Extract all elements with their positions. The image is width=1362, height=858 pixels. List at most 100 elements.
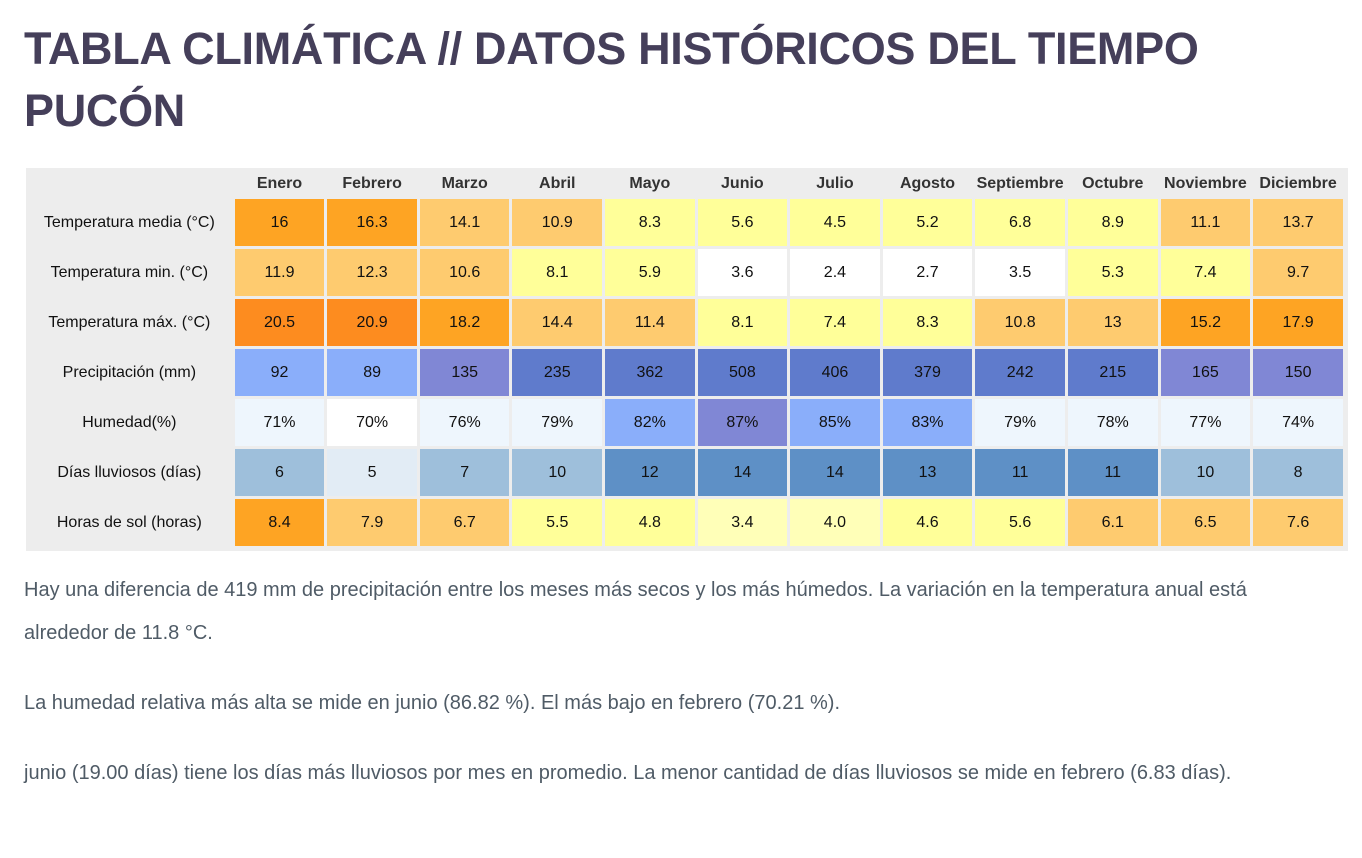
value-cell: 15.2 (1160, 299, 1251, 346)
table-header-row: Enero Febrero Marzo Abril Mayo Junio Julio Agos… (27, 171, 1343, 196)
value-cell: 8.3 (882, 299, 973, 346)
month-header: Julio (816, 174, 854, 192)
value-cell: 79% (512, 399, 603, 446)
table-row: Humedad(%) 71% 70% 76% 79% 82% 87% 85% 83% 79% 78%… (27, 399, 1343, 446)
value-cell: 16.3 (327, 199, 417, 246)
value-cell: 11.1 (1160, 199, 1251, 246)
value-cell: 71% (234, 399, 325, 446)
value-cell: 3.4 (697, 499, 788, 546)
value-cell: 5.2 (882, 199, 973, 246)
month-header: Febrero (342, 174, 402, 192)
precipitation-summary: Hay una diferencia de 419 mm de precipit… (24, 579, 1247, 644)
row-label: Humedad(%) (82, 413, 177, 431)
value-cell: 70% (327, 399, 417, 446)
row-label: Temperatura media (°C) (43, 213, 215, 231)
month-header: Agosto (899, 174, 956, 192)
month-header: Marzo (441, 174, 488, 192)
month-header: Septiembre (976, 174, 1064, 192)
value-cell: 13 (882, 449, 973, 496)
value-cell: 77% (1160, 399, 1251, 446)
value-cell: 150 (1253, 349, 1343, 396)
value-cell: 10.9 (512, 199, 603, 246)
value-cell: 242 (975, 349, 1065, 396)
value-cell: 215 (1067, 349, 1158, 396)
value-cell: 6.5 (1160, 499, 1251, 546)
value-cell: 8.1 (512, 249, 603, 296)
value-cell: 12.3 (327, 249, 417, 296)
value-cell: 8.1 (697, 299, 788, 346)
table-row: Horas de sol (horas) 8.4 7.9 6.7 5.5 4.8 3.4 4.… (27, 499, 1343, 546)
climate-table: Enero Febrero Marzo Abril Mayo Junio Julio Agos… (24, 168, 1346, 549)
value-cell: 5 (327, 449, 417, 496)
value-cell: 362 (605, 349, 695, 396)
value-cell: 74% (1253, 399, 1343, 446)
value-cell: 18.2 (419, 299, 510, 346)
climate-table-container: Enero Febrero Marzo Abril Mayo Junio Julio Agos… (26, 168, 1348, 551)
title-line-1: TABLA CLIMÁTICA // DATOS HISTÓRICOS DEL … (24, 23, 1199, 74)
value-cell: 5.6 (975, 499, 1065, 546)
value-cell: 7.9 (327, 499, 417, 546)
value-cell: 2.4 (790, 249, 880, 296)
value-cell: 5.5 (512, 499, 603, 546)
month-header: Junio (721, 174, 764, 192)
value-cell: 7 (419, 449, 510, 496)
value-cell: 7.4 (1160, 249, 1251, 296)
value-cell: 8 (1253, 449, 1343, 496)
value-cell: 235 (512, 349, 603, 396)
value-cell: 13.7 (1253, 199, 1343, 246)
value-cell: 11 (975, 449, 1065, 496)
value-cell: 11.4 (605, 299, 695, 346)
value-cell: 6 (234, 449, 325, 496)
month-header: Enero (256, 174, 303, 192)
value-cell: 14.1 (419, 199, 510, 246)
value-cell: 4.6 (882, 499, 973, 546)
value-cell: 5.3 (1067, 249, 1158, 296)
table-row: Temperatura máx. (°C) 20.5 20.9 18.2 14.4 11.… (27, 299, 1343, 346)
value-cell: 14 (790, 449, 880, 496)
value-cell: 16 (234, 199, 325, 246)
value-cell: 89 (327, 349, 417, 396)
value-cell: 165 (1160, 349, 1251, 396)
month-header: Octubre (1082, 174, 1144, 192)
value-cell: 10 (512, 449, 603, 496)
value-cell: 135 (419, 349, 510, 396)
value-cell: 2.7 (882, 249, 973, 296)
value-cell: 379 (882, 349, 973, 396)
value-cell: 87% (697, 399, 788, 446)
month-header: Mayo (629, 174, 671, 192)
value-cell: 6.8 (975, 199, 1065, 246)
month-header: Noviembre (1164, 174, 1247, 192)
humidity-summary: La humedad relativa más alta se mide en … (24, 692, 840, 714)
value-cell: 85% (790, 399, 880, 446)
value-cell: 92 (234, 349, 325, 396)
value-cell: 11.9 (234, 249, 325, 296)
value-cell: 4.5 (790, 199, 880, 246)
value-cell: 8.4 (234, 499, 325, 546)
value-cell: 79% (975, 399, 1065, 446)
row-label: Horas de sol (horas) (56, 513, 202, 531)
value-cell: 82% (605, 399, 695, 446)
value-cell: 7.4 (790, 299, 880, 346)
row-label: Temperatura máx. (°C) (48, 313, 211, 331)
value-cell: 4.8 (605, 499, 695, 546)
corner-cell (27, 171, 232, 196)
value-cell: 11 (1067, 449, 1158, 496)
table-row: Temperatura media (°C) 16 16.3 14.1 10.9 8.3 5… (27, 199, 1343, 246)
table-row: Temperatura min. (°C) 11.9 12.3 10.6 8.1 5.9 3… (27, 249, 1343, 296)
value-cell: 20.5 (234, 299, 325, 346)
month-header: Abril (539, 174, 576, 192)
value-cell: 9.7 (1253, 249, 1343, 296)
table-row: Días lluviosos (días) 6 5 7 10 12 14 14 13 11 11 10… (27, 449, 1343, 496)
value-cell: 5.9 (605, 249, 695, 296)
value-cell: 10.8 (975, 299, 1065, 346)
value-cell: 83% (882, 399, 973, 446)
value-cell: 406 (790, 349, 880, 396)
value-cell: 5.6 (697, 199, 788, 246)
value-cell: 8.9 (1067, 199, 1158, 246)
value-cell: 508 (697, 349, 788, 396)
value-cell: 10.6 (419, 249, 510, 296)
rainy-days-summary: junio (19.00 días) tiene los días más ll… (24, 762, 1232, 784)
title-line-2-city: PUCÓN (24, 85, 186, 136)
value-cell: 17.9 (1253, 299, 1343, 346)
value-cell: 10 (1160, 449, 1251, 496)
